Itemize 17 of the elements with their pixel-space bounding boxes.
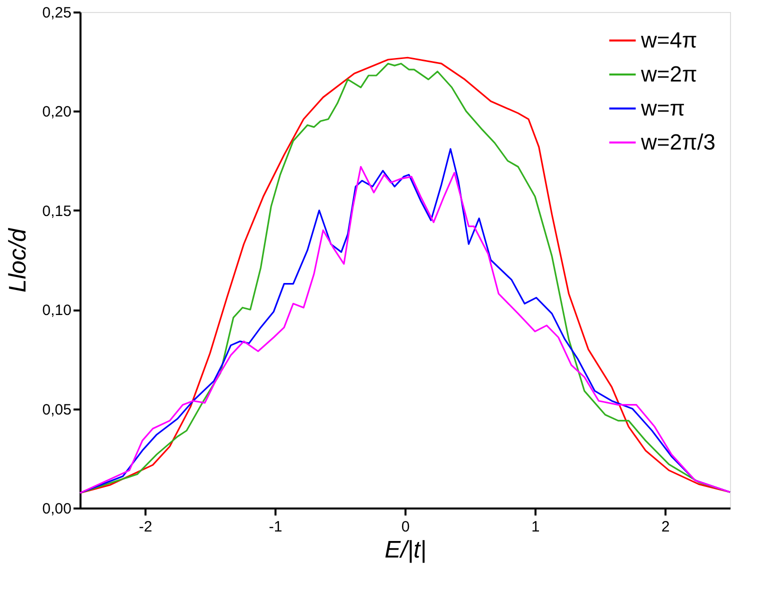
legend-label: w=2π/3 (640, 130, 716, 154)
legend-label: w=4π (640, 28, 698, 52)
y-tick-label: 0,05 (42, 401, 72, 418)
y-tick-label: 0,20 (42, 104, 72, 121)
x-tick-label: 1 (531, 518, 540, 536)
x-tick-label: 2 (661, 518, 670, 536)
legend-label: w=π (640, 96, 685, 120)
y-tick-label: 0,10 (42, 302, 72, 320)
y-axis-title: Lloc/d (4, 228, 32, 293)
y-tick-label: 0,00 (42, 500, 72, 518)
y-tick-label: 0,25 (42, 4, 72, 22)
y-tick-label: 0,15 (42, 202, 72, 220)
x-tick-label: 0 (401, 518, 410, 536)
x-tick-label: -2 (138, 518, 152, 536)
x-tick-label: -1 (268, 518, 282, 536)
legend-label: w=2π (640, 62, 698, 86)
x-axis-title: E/|t| (384, 536, 426, 564)
